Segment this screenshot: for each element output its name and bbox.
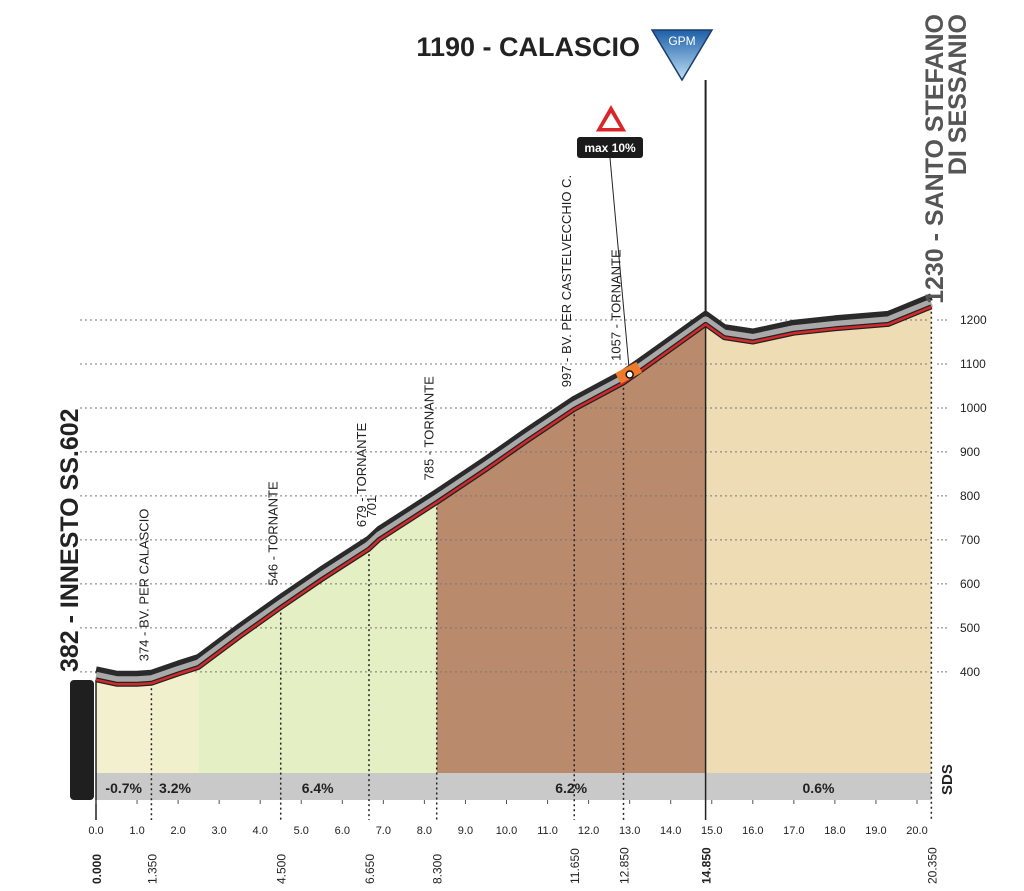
warning-sign-inner [602,113,620,128]
km-marker-label: 0.000 [90,854,104,884]
km-marker-label: 6.650 [363,854,377,884]
x-tick-label: 17.0 [783,825,804,837]
x-tick-label: 13.0 [619,825,640,837]
x-tick-label: 12.0 [578,825,599,837]
start-label: 382 - INNESTO SS.602 [56,408,84,672]
x-tick-label: 3.0 [212,825,227,837]
segment-fill [198,306,437,773]
x-tick-label: 20.0 [906,825,927,837]
x-tick-label: 5.0 [294,825,309,837]
y-tick-label: 1100 [960,357,986,371]
x-tick-label: 11.0 [537,825,558,837]
profile-road [95,299,933,685]
x-tick-label: 1.0 [129,825,144,837]
segment-label: 6.4% [302,780,334,796]
waypoint-label: 997 - BV. PER CASTELVECCHIO C. [559,175,574,387]
y-tick-label: 700 [960,533,980,547]
x-tick-label: 19.0 [865,825,886,837]
x-tick-label: 10.0 [496,825,517,837]
x-tick-label: 14.0 [660,825,681,837]
waypoint-label: 374 - BV. PER CALASCIO [136,509,151,662]
segment-fill [151,306,199,773]
waypoint-label: 1057 - TORNANTE [608,249,623,361]
max-gradient-label: max 10% [584,141,636,155]
max-gradient-leader [609,157,631,375]
x-tick-label: 15.0 [701,825,722,837]
x-tick-label: 9.0 [458,825,473,837]
waypoint-label: 546 - TORNANTE [266,481,281,586]
max-gradient-dot [625,370,634,379]
x-tick-label: 8.0 [417,825,432,837]
gradient-band [96,773,932,800]
brand: SDS [939,764,956,795]
waypoint-label: 701 [364,496,379,518]
y-tick-label: 400 [960,665,980,679]
x-tick-label: 0.0 [88,825,103,837]
km-marker-label: 12.850 [617,847,631,884]
max-gradient-box [577,137,643,158]
x-tick-label: 4.0 [253,825,268,837]
x-tick-label: 6.0 [335,825,350,837]
start-wall [70,680,94,800]
waypoint-label: 785 - TORNANTE [422,376,437,481]
profile-edge [95,293,933,678]
area-group [96,306,932,773]
finish-label: DI SESSANIO [944,14,972,175]
y-tick-label: 1000 [960,401,987,415]
x-tick-label: 7.0 [376,825,391,837]
segment-label: 3.2% [159,780,191,796]
segment-fill [96,306,152,773]
finish-label: 1230 - SANTO STEFANO [921,14,949,304]
x-tick-label: 16.0 [742,825,763,837]
gpm-badge [650,29,714,82]
segment-fill [705,306,932,773]
y-tick-label: 1200 [960,313,987,327]
y-tick-label: 800 [960,489,980,503]
km-marker-label: 11.650 [568,848,582,884]
x-tick-label: 18.0 [824,825,845,837]
segment-label: 6.2% [555,780,587,796]
segment-label: -0.7% [105,780,142,796]
km-marker-label: 8.300 [431,854,445,884]
y-tick-label: 500 [960,621,980,635]
x-tick-label: 2.0 [170,825,185,837]
gpm-text: GPM [668,34,695,48]
km-marker-label: 4.500 [275,854,289,884]
y-tick-label: 900 [960,445,980,459]
km-marker-label: 14.850 [700,847,714,884]
y-tick-label: 600 [960,577,980,591]
km-marker-label: 1.350 [145,854,159,884]
profile-line [95,305,932,686]
segment-label: 0.6% [803,780,835,796]
km-marker-label: 20.350 [925,847,939,884]
waypoint-label: 679 - TORNANTE [354,423,369,528]
summit-label: 1190 - CALASCIO [416,32,640,62]
